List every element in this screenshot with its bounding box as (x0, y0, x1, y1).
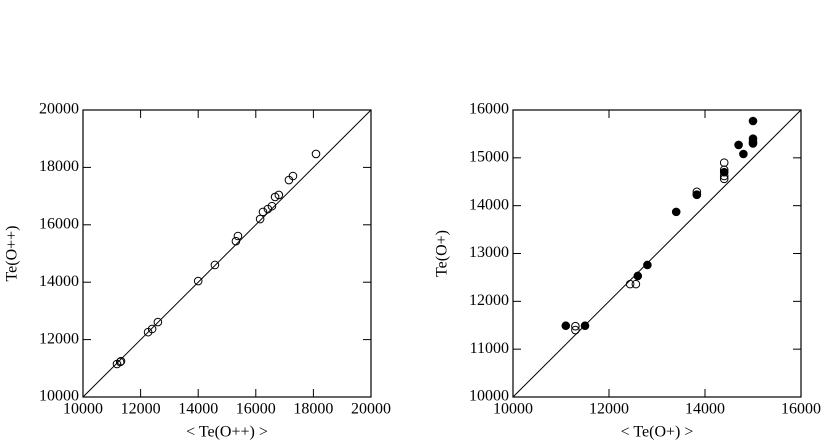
data-point (193, 276, 203, 286)
y-tick-label: 15000 (469, 149, 509, 166)
data-point (116, 356, 126, 366)
identity-line (82, 109, 372, 398)
x-tick-label: 14000 (178, 401, 218, 418)
data-point (115, 357, 125, 367)
data-point (719, 167, 729, 177)
data-point (571, 325, 580, 335)
y-tick-label: 12000 (469, 292, 509, 309)
x-tick-label: 10000 (63, 401, 103, 418)
y-tick-label: 13000 (469, 244, 509, 261)
data-point (288, 171, 298, 181)
x-tick-label: 14000 (685, 401, 725, 418)
data-point (719, 158, 729, 167)
y-tick-label: 16000 (469, 101, 509, 118)
data-point (633, 271, 643, 281)
x-tick-label: 16000 (236, 401, 276, 418)
data-point (147, 324, 157, 334)
data-point (734, 140, 743, 150)
data-point (571, 321, 580, 331)
data-point (748, 116, 758, 126)
data-point (274, 190, 284, 200)
data-point (748, 139, 758, 148)
data-point (210, 260, 220, 270)
y-tick-label: 14000 (469, 196, 509, 213)
y-tick-label: 10000 (39, 388, 79, 405)
data-point (692, 190, 702, 199)
y-tick-label: 16000 (39, 215, 79, 232)
y-tick-label: 12000 (39, 330, 79, 347)
x-tick-label: 12000 (589, 401, 629, 418)
x-tick-label: 10000 (493, 401, 533, 418)
y-tick-label: 11000 (470, 340, 509, 357)
y-tick-label: 20000 (39, 101, 79, 118)
data-point (267, 201, 277, 211)
identity-line (512, 109, 802, 398)
x-tick-label: 20000 (351, 401, 391, 418)
data-point (561, 321, 571, 331)
x-tick-label: 16000 (781, 401, 821, 418)
y-axis-label: Te(O++) (4, 225, 21, 281)
data-point (153, 317, 163, 327)
plot-frame (82, 109, 372, 398)
y-tick-label: 18000 (39, 158, 79, 175)
x-axis-label: < Te(O+) > (621, 424, 694, 441)
data-point (631, 279, 641, 289)
data-point (258, 207, 268, 217)
data-point (580, 321, 590, 331)
data-point (625, 279, 635, 289)
x-tick-label: 12000 (121, 401, 161, 418)
data-point (671, 207, 681, 217)
y-axis-label: Te(O+) (434, 230, 451, 277)
data-point (233, 231, 243, 241)
data-point (231, 236, 241, 246)
data-point (255, 214, 265, 224)
y-tick-label: 10000 (469, 388, 509, 405)
data-point (739, 149, 748, 159)
x-axis-label: < Te(O++) > (186, 424, 268, 441)
x-tick-label: 18000 (293, 401, 333, 418)
y-tick-label: 14000 (39, 273, 79, 290)
data-point (643, 260, 652, 270)
data-point (311, 149, 321, 159)
